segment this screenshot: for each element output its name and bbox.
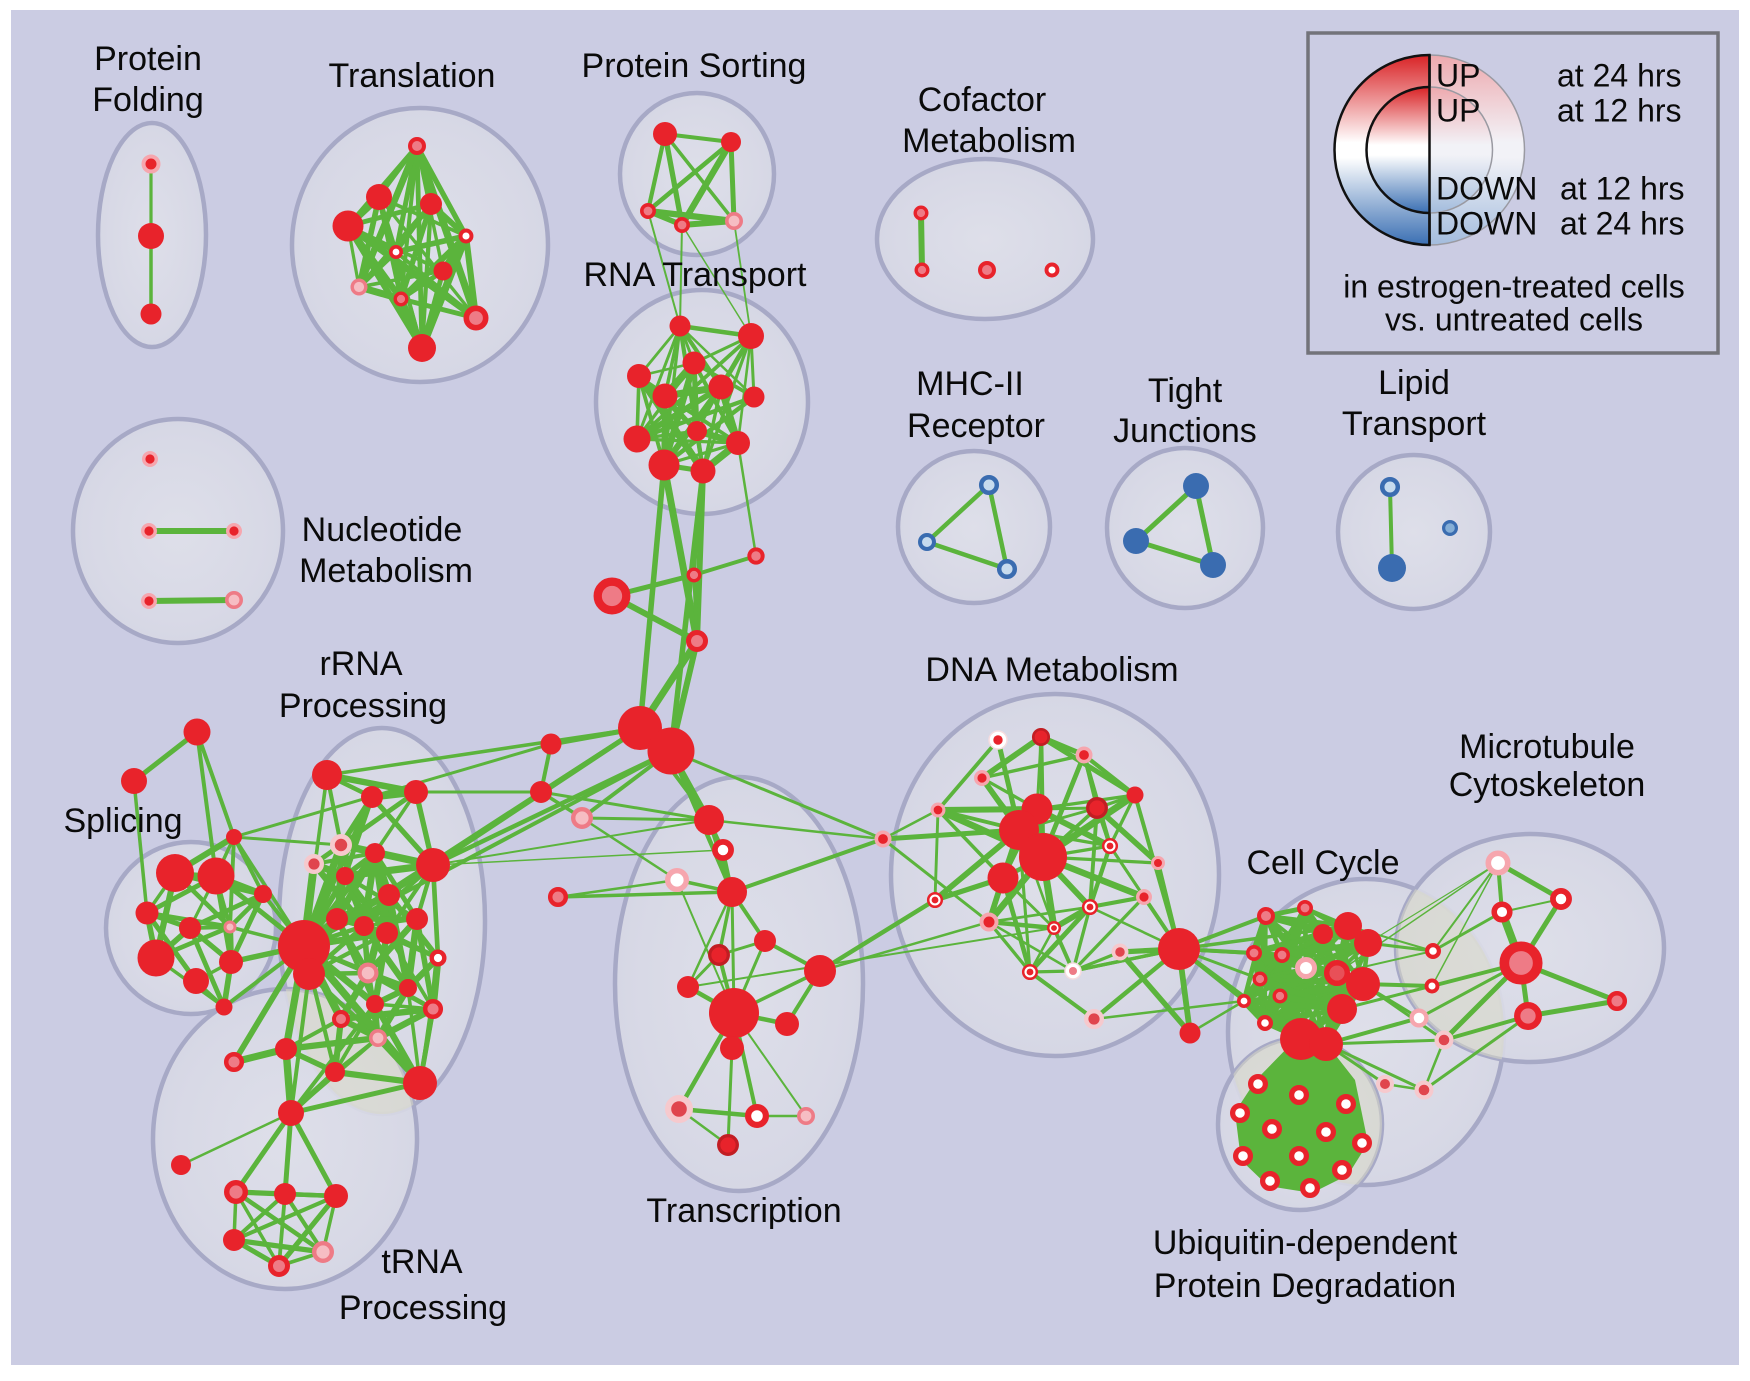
svg-text:Cell Cycle: Cell Cycle (1246, 844, 1399, 882)
svg-text:at 12 hrs: at 12 hrs (1560, 170, 1685, 206)
svg-text:rRNA: rRNA (319, 645, 402, 683)
svg-text:Nucleotide: Nucleotide (302, 511, 463, 549)
svg-text:Processing: Processing (339, 1289, 507, 1327)
svg-text:Protein: Protein (94, 40, 202, 78)
svg-text:Metabolism: Metabolism (299, 552, 473, 590)
svg-text:Cofactor: Cofactor (918, 81, 1047, 119)
svg-text:Tight: Tight (1148, 372, 1223, 410)
svg-text:at 24 hrs: at 24 hrs (1560, 205, 1685, 241)
svg-text:Transcription: Transcription (646, 1192, 841, 1230)
svg-text:UP: UP (1436, 57, 1480, 93)
svg-text:Metabolism: Metabolism (902, 122, 1076, 160)
svg-text:Lipid: Lipid (1378, 364, 1450, 402)
svg-text:Microtubule: Microtubule (1459, 728, 1635, 766)
svg-text:Junctions: Junctions (1113, 412, 1257, 450)
svg-text:Ubiquitin-dependent: Ubiquitin-dependent (1153, 1224, 1458, 1262)
svg-text:Folding: Folding (92, 81, 204, 119)
svg-text:MHC-II: MHC-II (916, 365, 1024, 403)
svg-text:Splicing: Splicing (63, 802, 182, 840)
svg-text:Translation: Translation (329, 57, 496, 95)
svg-text:Receptor: Receptor (907, 407, 1045, 445)
svg-text:DOWN: DOWN (1436, 170, 1537, 206)
svg-text:Protein Sorting: Protein Sorting (582, 47, 807, 85)
svg-text:UP: UP (1436, 92, 1480, 128)
svg-text:vs. untreated cells: vs. untreated cells (1385, 301, 1643, 337)
svg-text:DOWN: DOWN (1436, 205, 1537, 241)
svg-text:at 24 hrs: at 24 hrs (1557, 57, 1682, 93)
svg-text:Transport: Transport (1342, 405, 1487, 443)
svg-text:DNA Metabolism: DNA Metabolism (925, 651, 1178, 689)
svg-text:RNA Transport: RNA Transport (584, 256, 808, 294)
svg-text:Cytoskeleton: Cytoskeleton (1449, 766, 1646, 804)
svg-text:Processing: Processing (279, 687, 447, 725)
svg-text:Protein Degradation: Protein Degradation (1154, 1267, 1456, 1305)
svg-text:in estrogen-treated cells: in estrogen-treated cells (1343, 268, 1685, 304)
svg-text:at 12 hrs: at 12 hrs (1557, 92, 1682, 128)
svg-text:tRNA: tRNA (381, 1243, 463, 1281)
